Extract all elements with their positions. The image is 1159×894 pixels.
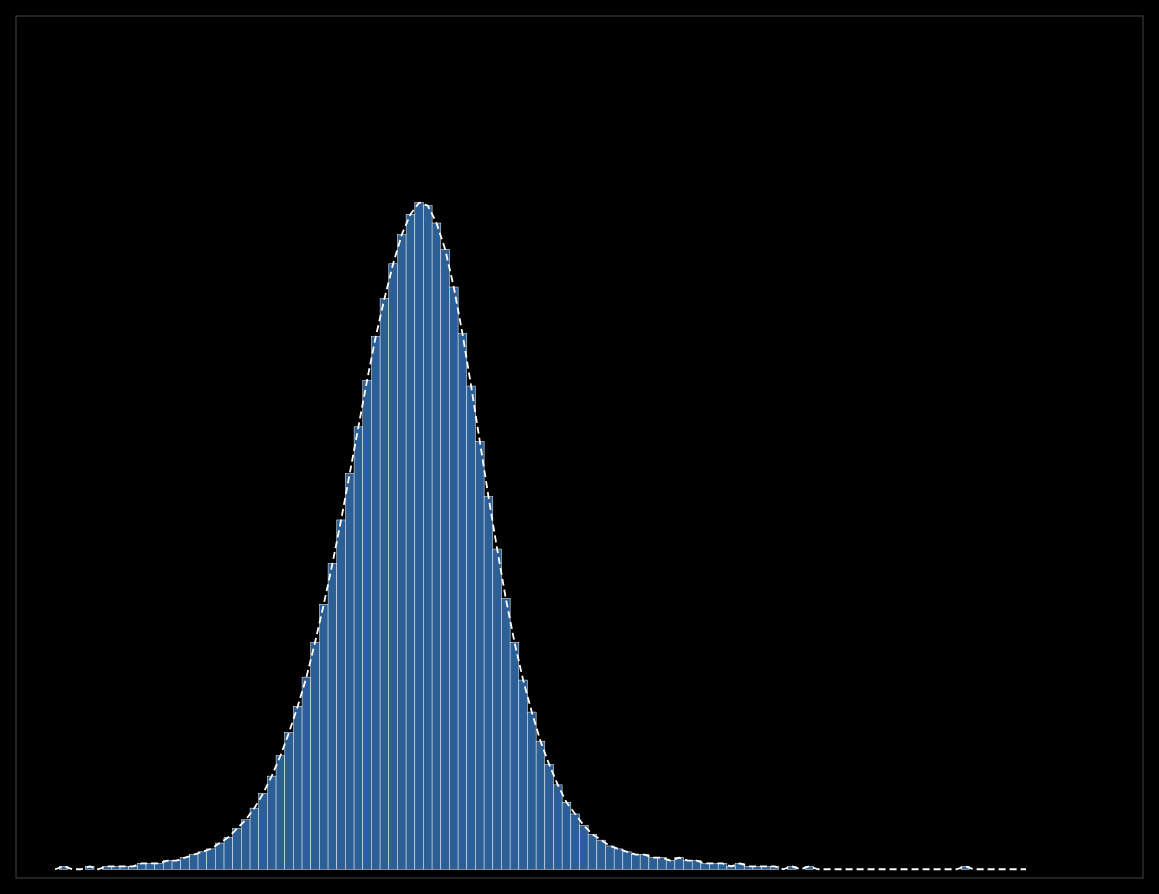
- histogram-bar: [285, 732, 294, 869]
- histogram-bar: [614, 849, 623, 869]
- background: [0, 0, 1159, 894]
- histogram-bar: [406, 214, 415, 869]
- histogram-bar: [484, 497, 493, 870]
- histogram-bar: [250, 808, 259, 869]
- histogram-bar: [172, 861, 181, 870]
- histogram-bar: [553, 785, 562, 869]
- histogram-bar: [449, 287, 458, 869]
- histogram-bar: [666, 861, 675, 870]
- histogram-bar: [467, 386, 476, 869]
- histogram-bar: [458, 334, 467, 870]
- histogram-bar: [189, 855, 198, 870]
- histogram-bar: [233, 829, 242, 870]
- histogram-bar: [562, 802, 571, 869]
- histogram-bar: [536, 741, 545, 869]
- chart-container: [0, 0, 1159, 894]
- page: {"chart_data": {"type": "histogram", "bi…: [0, 0, 1159, 894]
- histogram-bar: [588, 834, 597, 869]
- histogram-bar: [397, 235, 406, 870]
- histogram-bar: [432, 223, 441, 869]
- histogram-bar: [354, 427, 363, 869]
- plot-frame: [16, 16, 1143, 878]
- histogram-bar: [345, 473, 354, 869]
- histogram-bar: [623, 852, 632, 869]
- histogram-bar: [198, 852, 207, 869]
- histogram-bar: [181, 858, 190, 870]
- histogram-bar: [441, 249, 450, 869]
- histogram-bar: [276, 756, 285, 870]
- histogram-bar: [493, 549, 502, 869]
- histogram-bar: [545, 764, 554, 869]
- histogram-bar: [267, 776, 276, 869]
- histogram-bar: [423, 206, 432, 870]
- histogram-bar: [501, 599, 510, 870]
- histogram-bar: [571, 814, 580, 869]
- histogram-bar: [389, 264, 398, 869]
- histogram-bar: [319, 604, 328, 869]
- histogram-bar: [380, 299, 389, 870]
- histogram-bar: [207, 849, 216, 869]
- marks: [55, 203, 1026, 870]
- histogram-bar: [649, 858, 658, 870]
- histogram-bar: [215, 843, 224, 869]
- histogram-bar: [580, 826, 589, 870]
- histogram-bar: [415, 203, 424, 870]
- histogram-bar: [259, 794, 268, 870]
- histogram-bar: [241, 820, 250, 869]
- histogram-bar: [640, 855, 649, 870]
- histogram-bar: [597, 840, 606, 869]
- histogram-bar: [510, 642, 519, 869]
- histogram-bar: [224, 837, 233, 869]
- histogram-bar: [632, 855, 641, 870]
- frequency-polygon: [55, 203, 1026, 870]
- histogram-bar: [302, 677, 311, 869]
- histogram-bar: [328, 564, 337, 870]
- histogram-bar: [606, 846, 615, 869]
- histogram-bar: [311, 642, 320, 869]
- histogram-bar: [684, 861, 693, 870]
- histogram-bar: [371, 337, 380, 870]
- histogram-bar: [475, 441, 484, 869]
- histogram-bar: [527, 712, 536, 869]
- chart: [0, 0, 1159, 894]
- histogram-bar: [337, 520, 346, 869]
- histogram-bars: [59, 203, 969, 870]
- histogram-bar: [519, 680, 528, 869]
- histogram-bar: [293, 706, 302, 869]
- histogram-bar: [363, 380, 372, 869]
